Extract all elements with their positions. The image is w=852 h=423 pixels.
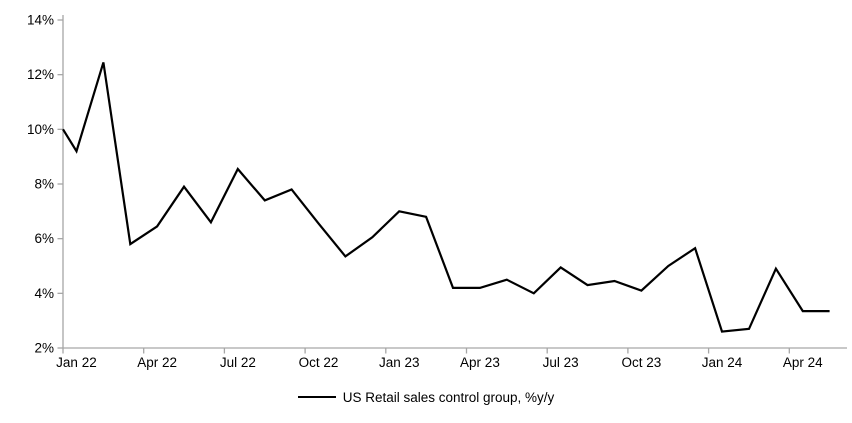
- data-line-series: [62, 62, 830, 333]
- x-tick-label: Jan 23: [379, 355, 420, 370]
- y-tick-label: 8%: [34, 177, 54, 192]
- x-tick-label: Jul 22: [220, 355, 256, 370]
- y-tick-label: 4%: [34, 286, 54, 301]
- legend-label: US Retail sales control group, %y/y: [342, 389, 555, 405]
- x-tick-label: Jan 24: [702, 355, 743, 370]
- x-tick-label: Jul 23: [543, 355, 579, 370]
- legend-line-swatch: [297, 396, 336, 398]
- y-tick-label: 2%: [34, 341, 54, 356]
- x-tick-label: Oct 23: [621, 355, 661, 370]
- y-tick-label: 10%: [27, 122, 54, 137]
- x-tick-label: Oct 22: [299, 355, 339, 370]
- y-tick-label: 6%: [34, 231, 54, 246]
- x-tick-label: Jan 22: [56, 355, 97, 370]
- y-tick-label: 14%: [27, 13, 54, 28]
- x-tick-label: Apr 22: [137, 355, 177, 370]
- x-tick-label: Apr 23: [460, 355, 500, 370]
- x-tick-label: Apr 24: [783, 355, 823, 370]
- y-tick-label: 12%: [27, 67, 54, 82]
- legend: US Retail sales control group, %y/y: [0, 387, 852, 407]
